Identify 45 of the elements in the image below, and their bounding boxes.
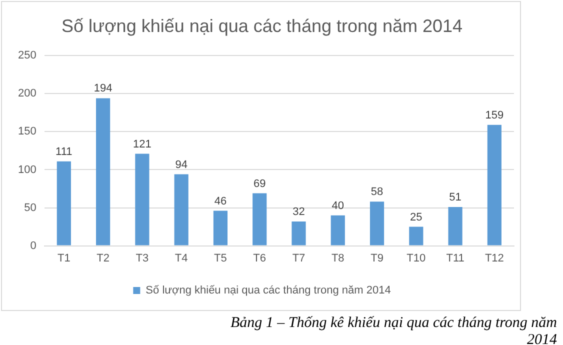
x-tick-label: T11 <box>446 252 464 264</box>
y-tick-label: 100 <box>18 164 36 176</box>
y-tick-label: 50 <box>24 202 36 214</box>
chart-title: Số lượng khiếu nại qua các tháng trong năm 2014 <box>61 16 463 36</box>
x-tick-label: T12 <box>484 252 504 264</box>
data-label: 32 <box>292 206 305 218</box>
x-tick-label: T1 <box>58 252 70 264</box>
bar <box>174 174 188 246</box>
x-tick-label: T10 <box>406 252 426 264</box>
legend-label: Số lượng khiếu nại qua các tháng trong năm 2014 <box>146 284 391 297</box>
bar <box>96 98 110 246</box>
x-tick-label: T4 <box>174 252 188 264</box>
y-tick-label: 250 <box>18 50 36 62</box>
bar <box>448 207 462 246</box>
data-label: 94 <box>175 158 188 171</box>
bar <box>252 193 267 246</box>
data-label: 111 <box>56 146 72 158</box>
text: Bảng 1 – Thống kê khiếu nại qua các tháng trong năm 2014 <box>230 315 557 345</box>
x-tick-label: T8 <box>331 252 344 264</box>
x-tick-label: T6 <box>253 252 266 264</box>
bar <box>213 210 228 246</box>
bar <box>292 221 306 246</box>
x-tick-label: T3 <box>136 252 149 264</box>
data-label: 194 <box>94 82 112 95</box>
bar <box>487 124 502 246</box>
data-label: 69 <box>253 178 266 190</box>
data-label: 121 <box>133 138 152 150</box>
bar <box>135 154 150 246</box>
data-label: 51 <box>449 192 462 204</box>
data-label: 159 <box>485 109 504 122</box>
bar <box>56 161 71 246</box>
x-tick-label: T2 <box>96 252 110 264</box>
bar <box>370 202 384 246</box>
y-tick-label: 0 <box>30 240 36 252</box>
data-label: 25 <box>410 211 422 224</box>
x-tick-label: T7 <box>292 252 306 264</box>
data-label: 46 <box>214 195 227 208</box>
bar <box>409 226 424 246</box>
x-tick-label: T9 <box>370 252 384 264</box>
data-label: 40 <box>332 200 344 212</box>
data-label: 58 <box>370 186 384 198</box>
y-tick-label: 150 <box>18 126 36 138</box>
x-tick-label: T5 <box>214 252 227 264</box>
y-tick-label: 200 <box>18 88 36 100</box>
bar <box>330 215 345 246</box>
